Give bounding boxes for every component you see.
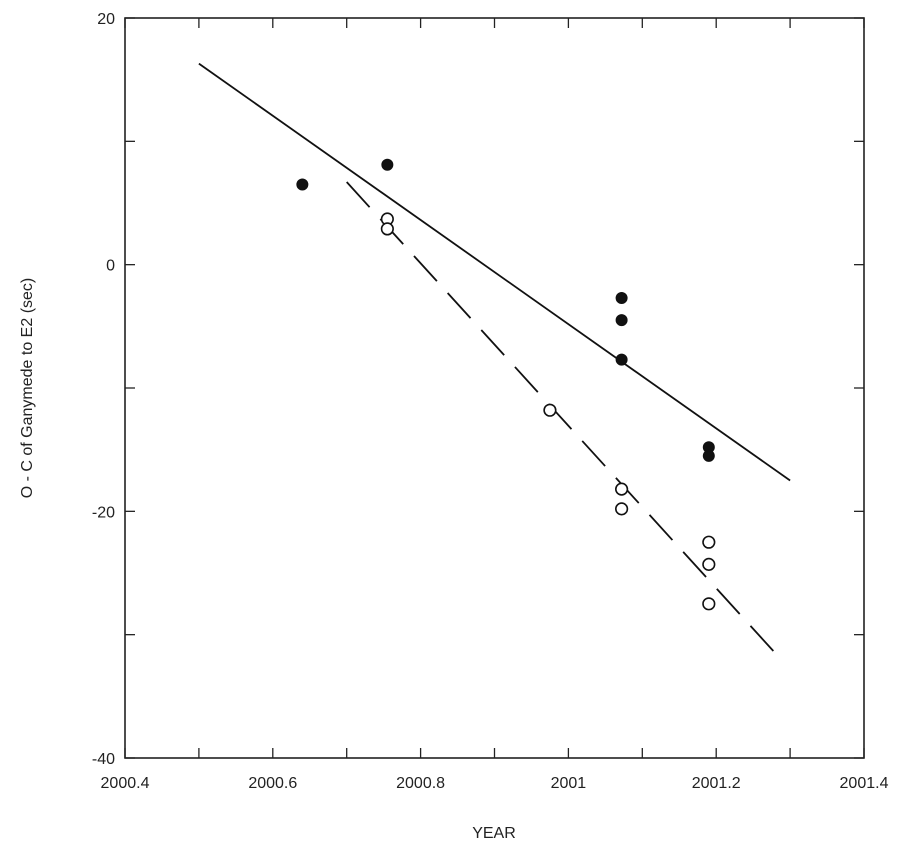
open-data-point bbox=[702, 597, 716, 611]
fit-lines bbox=[198, 62, 791, 654]
plot-frame bbox=[124, 17, 865, 759]
y-tick-label: -20 bbox=[92, 504, 115, 521]
open-data-point bbox=[380, 222, 394, 236]
x-tick-labels: 2000.4 2000.6 2000.8 2001 2001.2 2001.4 bbox=[101, 775, 889, 792]
filled-data-point bbox=[615, 314, 628, 327]
open-data-point bbox=[543, 403, 557, 417]
filled-data-point bbox=[615, 353, 628, 366]
filled-data-point bbox=[296, 178, 309, 191]
x-tick-label: 2001 bbox=[551, 775, 587, 792]
y-axis-label: O - C of Ganymede to E2 (sec) bbox=[19, 278, 36, 499]
data-points bbox=[296, 158, 716, 611]
x-tick-label: 2001.2 bbox=[692, 775, 741, 792]
open-data-point bbox=[615, 502, 629, 516]
solid-fit-line bbox=[198, 62, 791, 482]
dashed-fit-line bbox=[346, 181, 776, 654]
x-tick-label: 2001.4 bbox=[840, 775, 889, 792]
y-tick-labels: -40 -20 0 20 bbox=[92, 11, 115, 768]
filled-data-point bbox=[615, 291, 628, 304]
open-data-point bbox=[615, 482, 629, 496]
x-tick-label: 2000.4 bbox=[101, 775, 150, 792]
y-tick-label: 20 bbox=[97, 11, 115, 28]
y-tick-label: 0 bbox=[106, 258, 115, 275]
x-tick-label: 2000.6 bbox=[248, 775, 297, 792]
axis-ticks bbox=[124, 17, 865, 759]
x-axis-label: YEAR bbox=[472, 825, 516, 842]
open-data-point bbox=[702, 557, 716, 571]
filled-data-point bbox=[381, 158, 394, 171]
open-data-point bbox=[702, 535, 716, 549]
filled-data-point bbox=[702, 449, 715, 462]
x-tick-label: 2000.8 bbox=[396, 775, 445, 792]
y-tick-label: -40 bbox=[92, 751, 115, 768]
